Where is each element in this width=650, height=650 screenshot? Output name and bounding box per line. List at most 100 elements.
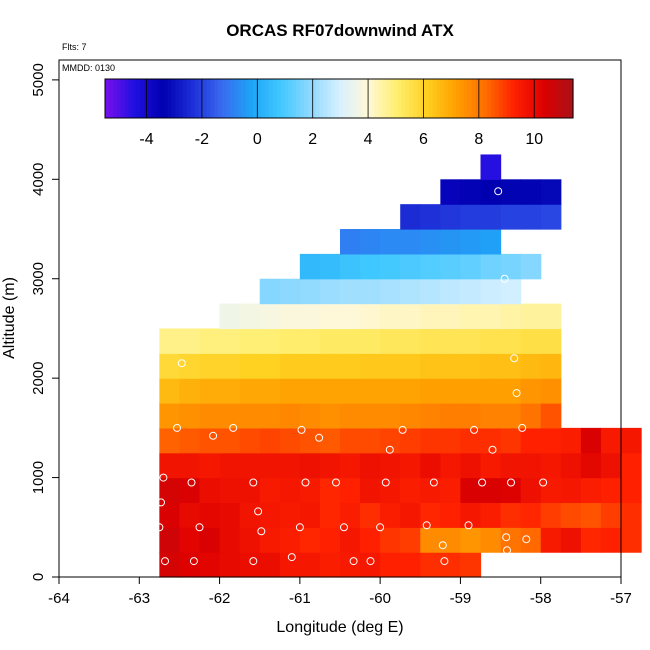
colorbar-swatch <box>553 79 558 118</box>
heatmap-cell <box>420 303 441 330</box>
heatmap-cell <box>219 427 241 454</box>
heatmap-cell <box>340 403 361 429</box>
heatmap-cell <box>219 303 241 330</box>
colorbar-swatch <box>358 79 363 118</box>
heatmap-cell <box>239 378 261 404</box>
observation-point <box>173 423 181 432</box>
colorbar-swatch <box>510 79 516 118</box>
colorbar-swatch <box>545 79 551 118</box>
heatmap-cell <box>340 477 361 504</box>
colorbar-swatch <box>530 79 535 118</box>
heatmap-cell <box>340 527 361 553</box>
heatmap-cell <box>420 353 441 379</box>
colorbar-swatch <box>280 79 285 118</box>
heatmap-cell <box>259 328 281 354</box>
heatmap-cell <box>299 353 321 379</box>
heatmap-cell <box>500 278 522 305</box>
x-axis-label: Longitude (deg E) <box>276 619 403 636</box>
observation-point <box>385 445 394 454</box>
x-axis: -64 -63 -62 -61 -60 -59 -58 -57 <box>48 577 632 607</box>
colorbar-swatch <box>502 79 508 118</box>
observation-point <box>254 507 263 516</box>
heatmap-cell <box>360 278 381 305</box>
observation-point <box>464 521 473 530</box>
observation-points <box>155 187 548 566</box>
colorbar-swatch <box>116 79 122 118</box>
heatmap-cell <box>440 527 462 553</box>
heatmap-cell <box>259 427 281 454</box>
colorbar-swatch <box>514 79 519 118</box>
heatmap-cell <box>480 403 502 429</box>
colorbar-swatch <box>366 79 371 118</box>
heatmap-cell <box>199 353 221 379</box>
colorbar-swatch <box>214 79 219 118</box>
colorbar-swatch <box>537 79 543 118</box>
heatmap-cell <box>380 378 401 404</box>
heatmap-cell <box>239 427 261 454</box>
heatmap-cell <box>199 427 221 454</box>
heatmap-cell <box>360 353 381 379</box>
heatmap-cell <box>480 378 502 404</box>
colorbar: -4 -2 0 2 4 6 8 10 <box>104 78 574 148</box>
heatmap-cell <box>400 253 421 280</box>
heatmap-cell <box>400 353 421 379</box>
heatmap-cell <box>159 328 181 354</box>
plot-frame <box>58 59 622 578</box>
observation-point <box>376 523 385 532</box>
heatmap-cell <box>400 527 421 553</box>
heatmap-cell <box>299 427 321 454</box>
heatmap-cell <box>319 253 341 280</box>
heatmap-cell <box>580 502 602 528</box>
heatmap-cell <box>540 179 562 205</box>
colorbar-swatch <box>276 79 282 118</box>
heatmap-cell <box>480 353 502 379</box>
colorbar-swatch <box>198 79 204 118</box>
chart-title: ORCAS RF07downwind ATX <box>226 21 454 40</box>
heatmap-cell <box>621 427 642 454</box>
colorbar-swatch <box>393 79 399 118</box>
observation-point <box>159 473 168 482</box>
heatmap-cell <box>179 502 201 528</box>
heatmap-cell <box>500 477 522 504</box>
colorbar-swatch <box>179 79 184 118</box>
observation-point <box>161 557 169 566</box>
heatmap-cell <box>500 403 522 429</box>
heatmap-cell <box>580 527 602 553</box>
heatmap-cell <box>159 403 181 429</box>
heatmap-cell <box>400 552 421 578</box>
heatmap-cell <box>460 204 482 230</box>
observation-point <box>187 478 196 487</box>
heatmap-cell <box>420 477 441 504</box>
heatmap-cell <box>500 253 522 280</box>
heatmap-cell <box>219 403 241 429</box>
heatmap-cell <box>340 303 361 330</box>
heatmap-cell <box>420 253 441 280</box>
heatmap-cell <box>440 278 462 305</box>
x-tick-label: -61 <box>289 590 311 607</box>
heatmap-cell <box>279 353 301 379</box>
heatmap-cell <box>279 452 301 479</box>
heatmap-cell <box>460 427 482 454</box>
heatmap-cell <box>520 253 542 280</box>
colorbar-swatch <box>112 79 118 118</box>
colorbar-swatch <box>436 79 441 118</box>
heatmap-cell <box>520 403 542 429</box>
colorbar-swatch <box>378 79 383 118</box>
heatmap-cell <box>199 477 221 504</box>
heatmap-cell <box>520 204 542 230</box>
colorbar-swatch <box>448 79 453 118</box>
colorbar-swatch <box>319 79 324 118</box>
heatmap-cell <box>440 179 462 205</box>
observation-point <box>209 431 218 440</box>
colorbar-swatch <box>428 79 434 118</box>
heatmap-cell <box>580 477 602 504</box>
heatmap-cell <box>460 527 482 553</box>
observation-point <box>340 523 348 532</box>
heatmap-cell <box>159 452 181 479</box>
heatmap-cell <box>460 328 482 354</box>
heatmap-cell <box>259 378 281 404</box>
colorbar-swatch <box>409 79 414 118</box>
heatmap-cell <box>239 477 261 504</box>
heatmap-cell <box>460 229 482 255</box>
